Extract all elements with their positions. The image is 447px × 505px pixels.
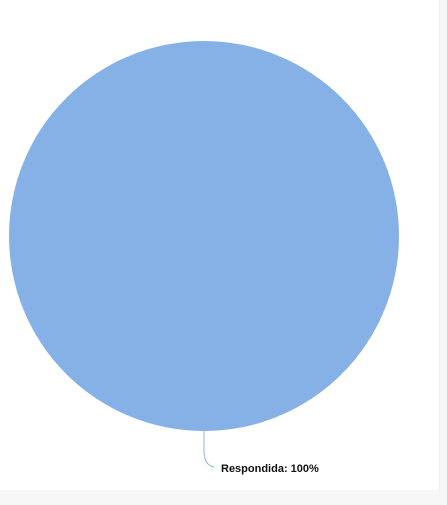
- pie-labels: Respondida: 100%: [221, 463, 319, 475]
- pie-slice-label: Respondida: 100%: [221, 463, 319, 475]
- right-divider: [439, 0, 440, 505]
- pie-leader-line: [203, 431, 215, 468]
- bottom-strip: [0, 490, 440, 505]
- pie-slices: [9, 41, 399, 431]
- pie-leader-lines: [203, 431, 215, 468]
- pie-slice-respondida: [9, 41, 399, 431]
- right-scroll-strip: [440, 0, 447, 505]
